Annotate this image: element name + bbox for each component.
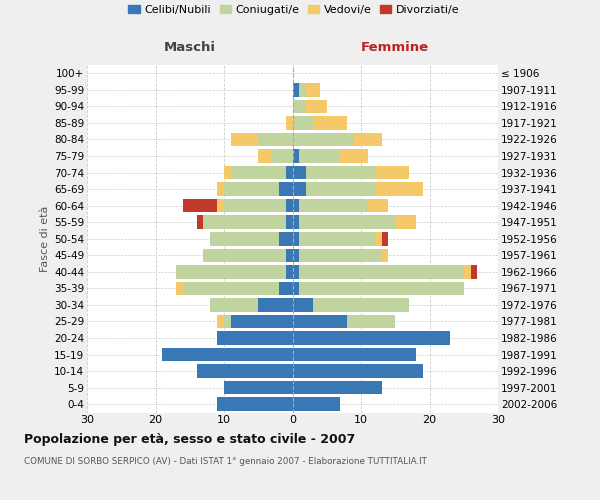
Bar (231, 314, 293, 328)
Bar (279, 282, 293, 295)
Text: Femmine: Femmine (361, 41, 430, 54)
Bar (299, 83, 306, 96)
Bar (293, 116, 313, 130)
Bar (217, 199, 224, 212)
Bar (176, 282, 183, 295)
Bar (299, 216, 395, 229)
Bar (375, 182, 422, 196)
Bar (293, 398, 340, 411)
Bar (340, 149, 368, 163)
Bar (258, 298, 293, 312)
Bar (286, 216, 293, 229)
Bar (293, 149, 299, 163)
Bar (293, 332, 450, 345)
Bar (293, 100, 306, 113)
Bar (368, 199, 388, 212)
Bar (217, 398, 293, 411)
Bar (293, 282, 299, 295)
Bar (299, 282, 464, 295)
Bar (203, 216, 286, 229)
Bar (293, 182, 306, 196)
Text: Popolazione per età, sesso e stato civile - 2007: Popolazione per età, sesso e stato civil… (24, 432, 355, 446)
Bar (293, 199, 299, 212)
Bar (293, 83, 299, 96)
Bar (306, 182, 375, 196)
Legend: Celibi/Nubili, Coniugati/e, Vedovi/e, Divorziati/e: Celibi/Nubili, Coniugati/e, Vedovi/e, Di… (124, 0, 464, 20)
Bar (306, 166, 375, 179)
Bar (286, 248, 293, 262)
Bar (293, 216, 299, 229)
Bar (217, 182, 224, 196)
Bar (470, 265, 478, 278)
Bar (347, 314, 395, 328)
Bar (217, 314, 224, 328)
Bar (258, 149, 272, 163)
Bar (293, 265, 299, 278)
Bar (258, 132, 293, 146)
Bar (395, 216, 416, 229)
Bar (279, 232, 293, 245)
Bar (293, 248, 299, 262)
Bar (224, 381, 293, 394)
Bar (382, 232, 388, 245)
Bar (293, 166, 306, 179)
Text: COMUNE DI SORBO SERPICO (AV) - Dati ISTAT 1° gennaio 2007 - Elaborazione TUTTITA: COMUNE DI SORBO SERPICO (AV) - Dati ISTA… (24, 458, 427, 466)
Bar (293, 314, 347, 328)
Bar (197, 216, 203, 229)
Bar (293, 348, 416, 362)
Bar (224, 314, 231, 328)
Y-axis label: Fasce di età: Fasce di età (40, 206, 50, 272)
Bar (299, 232, 375, 245)
Bar (224, 199, 286, 212)
Bar (293, 381, 382, 394)
Bar (375, 232, 382, 245)
Bar (286, 265, 293, 278)
Bar (217, 332, 293, 345)
Bar (299, 265, 464, 278)
Bar (176, 265, 286, 278)
Bar (306, 100, 327, 113)
Bar (224, 182, 279, 196)
Bar (211, 232, 279, 245)
Bar (279, 182, 293, 196)
Bar (272, 149, 293, 163)
Bar (464, 265, 470, 278)
Bar (299, 199, 368, 212)
Bar (286, 116, 293, 130)
Bar (354, 132, 382, 146)
Bar (163, 348, 293, 362)
Bar (203, 248, 286, 262)
Bar (306, 83, 320, 96)
Bar (293, 298, 313, 312)
Bar (299, 149, 340, 163)
Bar (299, 248, 382, 262)
Bar (183, 282, 279, 295)
Bar (375, 166, 409, 179)
Bar (293, 232, 299, 245)
Bar (293, 132, 354, 146)
Text: Maschi: Maschi (164, 41, 216, 54)
Bar (382, 248, 388, 262)
Bar (183, 199, 217, 212)
Bar (231, 166, 286, 179)
Bar (197, 364, 293, 378)
Bar (293, 364, 422, 378)
Bar (286, 166, 293, 179)
Bar (313, 116, 347, 130)
Bar (313, 298, 409, 312)
Bar (231, 132, 258, 146)
Bar (211, 298, 258, 312)
Bar (224, 166, 231, 179)
Bar (286, 199, 293, 212)
